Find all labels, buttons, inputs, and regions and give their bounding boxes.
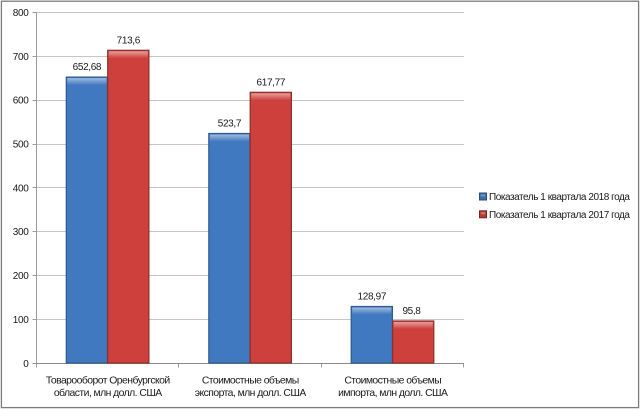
- svg-text:области, млн долл. США: области, млн долл. США: [54, 387, 162, 399]
- svg-text:экспорта, млн долл. США: экспорта, млн долл. США: [195, 388, 307, 399]
- svg-text:300: 300: [13, 227, 30, 238]
- svg-text:Стоимостные объемы: Стоимостные объемы: [202, 375, 299, 387]
- svg-text:100: 100: [13, 315, 30, 326]
- svg-text:200: 200: [13, 271, 30, 282]
- svg-text:652,68: 652,68: [73, 62, 102, 73]
- svg-text:Товарооборот Оренбургской: Товарооборот Оренбургской: [46, 375, 170, 387]
- svg-text:Стоимостные объемы: Стоимостные объемы: [344, 375, 441, 387]
- svg-text:400: 400: [13, 183, 30, 194]
- svg-text:95,8: 95,8: [402, 306, 421, 317]
- svg-text:523,7: 523,7: [218, 119, 242, 130]
- svg-text:700: 700: [13, 52, 30, 63]
- svg-text:128,97: 128,97: [358, 292, 387, 303]
- svg-text:500: 500: [13, 140, 30, 151]
- svg-text:импорта, млн долл. США: импорта, млн долл. США: [338, 388, 448, 399]
- svg-text:617,77: 617,77: [257, 77, 286, 88]
- svg-text:713,6: 713,6: [117, 36, 141, 47]
- svg-text:0: 0: [23, 359, 29, 370]
- svg-text:800: 800: [13, 8, 30, 19]
- svg-text:Показатель 1 квартала 2017 год: Показатель 1 квартала 2017 года: [489, 210, 630, 221]
- svg-text:600: 600: [13, 96, 30, 107]
- svg-text:Показатель 1 квартала 2018 год: Показатель 1 квартала 2018 года: [489, 192, 630, 203]
